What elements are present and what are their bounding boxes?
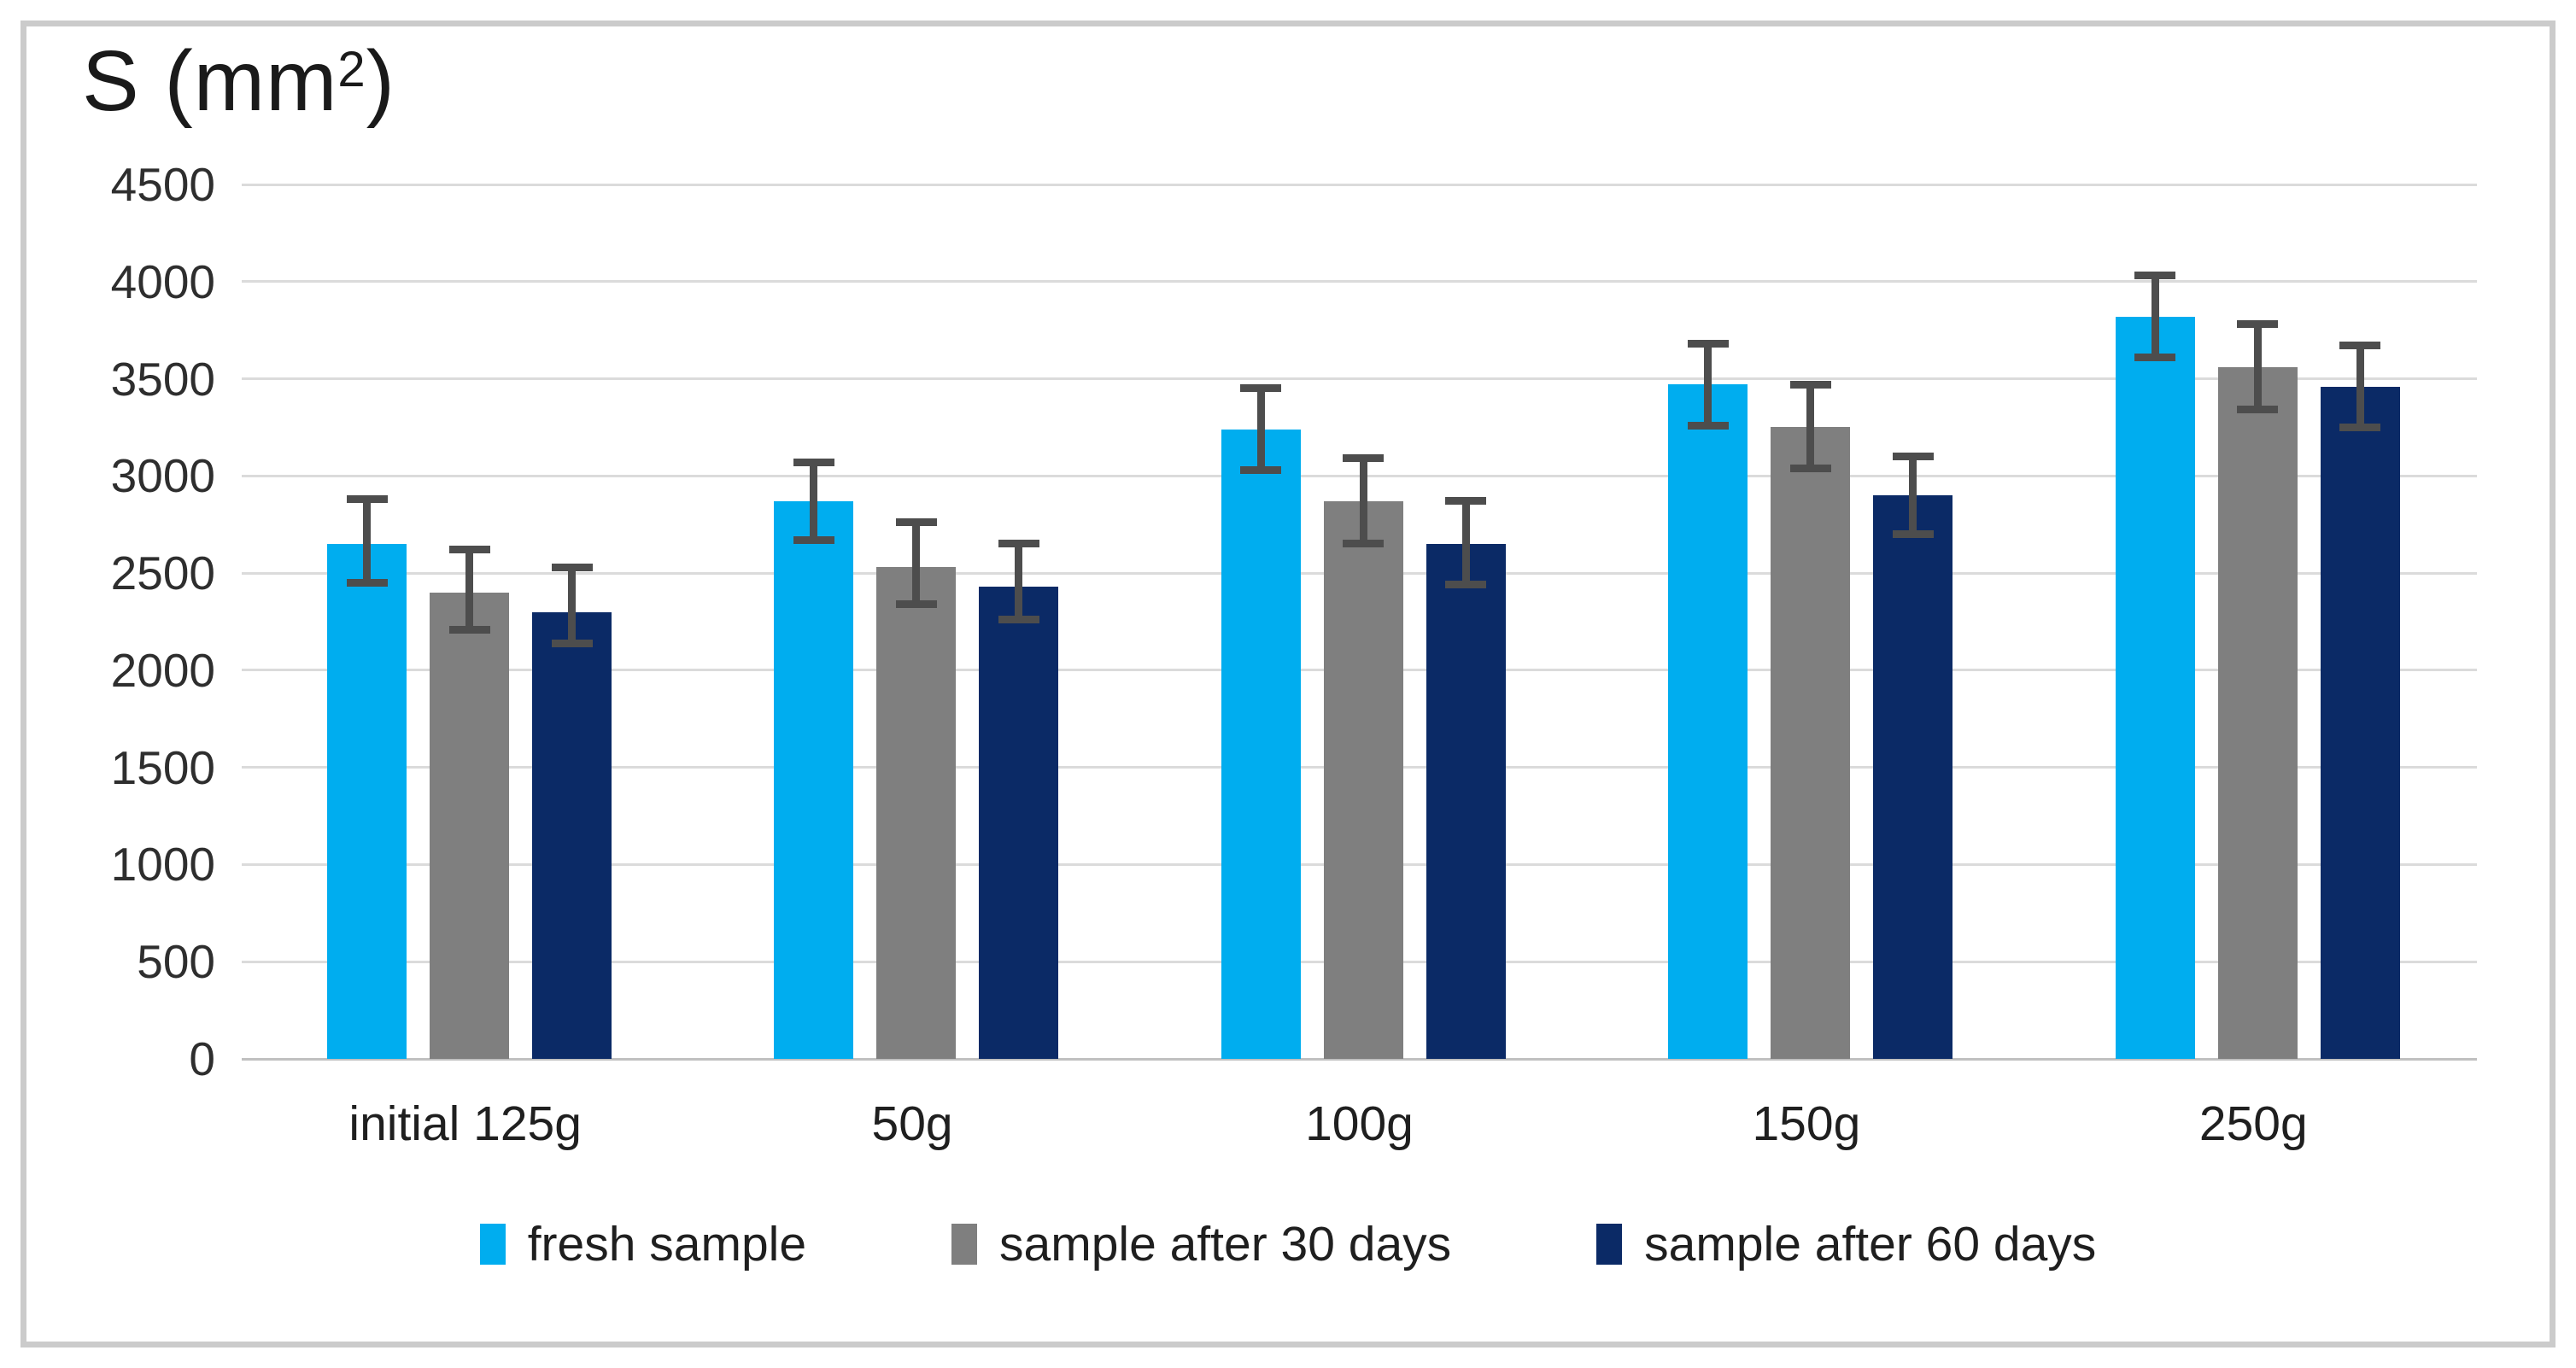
error-bar-cap-top: [793, 458, 834, 466]
error-bar-cap-top: [895, 518, 937, 527]
error-bar-line: [1256, 388, 1265, 471]
gridline: [242, 474, 2477, 477]
x-axis-category-label: 250g: [2198, 1096, 2308, 1151]
bar-sample-after-30-days-150g: [1771, 427, 1851, 1059]
x-axis-category-label: 100g: [1305, 1096, 1414, 1151]
error-bar-cap-top: [1445, 497, 1487, 506]
legend-swatch-sample-after-60-days: [1596, 1224, 1623, 1265]
error-bar-cap-bottom: [1445, 581, 1487, 589]
y-axis-title-text: S (mm: [82, 33, 338, 129]
bar-fresh-sample-100g: [1221, 429, 1301, 1059]
bar-fresh-sample-150g: [1668, 384, 1748, 1059]
y-axis-tick-label: 2000: [110, 643, 215, 697]
y-axis-tick-label: 4500: [110, 158, 215, 211]
x-axis-category-label: initial 125g: [348, 1096, 582, 1151]
error-bar-line: [2253, 324, 2262, 410]
error-bar-line: [1806, 384, 1815, 469]
legend-label: sample after 60 days: [1644, 1217, 2097, 1272]
error-bar-cap-top: [1789, 380, 1831, 389]
y-axis-tick-label: 3500: [110, 352, 215, 406]
y-axis-tick-label: 500: [137, 935, 215, 989]
y-axis-tick-label: 1000: [110, 838, 215, 892]
gridline: [242, 280, 2477, 284]
error-bar-cap-bottom: [1789, 464, 1831, 472]
error-bar-cap-top: [1343, 454, 1385, 463]
legend-swatch-fresh-sample: [479, 1224, 506, 1265]
error-bar-cap-top: [346, 495, 388, 504]
error-bar-line: [568, 567, 576, 644]
error-bar-cap-bottom: [551, 639, 593, 647]
error-bar-line: [1015, 543, 1023, 620]
x-axis-line: [242, 1057, 2477, 1061]
legend-swatch-sample-after-30-days: [951, 1224, 978, 1265]
error-bar-cap-top: [551, 563, 593, 571]
error-bar-line: [363, 499, 371, 583]
gridline: [242, 377, 2477, 381]
error-bar-cap-bottom: [2134, 354, 2176, 362]
bar-sample-after-60-days-100g: [1426, 543, 1506, 1059]
bar-sample-after-30-days-initial-125g: [430, 592, 509, 1059]
bar-sample-after-30-days-50g: [876, 567, 957, 1059]
gridline: [242, 183, 2477, 186]
bar-sample-after-60-days-250g: [2320, 386, 2400, 1059]
y-axis-tick-label: 4000: [110, 254, 215, 308]
y-axis-tick-label: 3000: [110, 449, 215, 503]
y-axis-title-close: ): [366, 33, 395, 129]
error-bar-line: [2151, 275, 2159, 358]
y-axis-title: S (mm2): [82, 32, 395, 131]
y-axis-tick-label: 2500: [110, 547, 215, 600]
error-bar-cap-bottom: [1240, 466, 1282, 474]
error-bar-line: [1909, 456, 1917, 535]
error-bar-cap-top: [1892, 453, 1934, 461]
error-bar-cap-top: [2134, 272, 2176, 280]
legend: fresh sample sample after 30 days sample a…: [0, 1216, 2576, 1272]
error-bar-line: [2356, 345, 2364, 428]
error-bar-cap-bottom: [895, 600, 937, 609]
bar-sample-after-30-days-250g: [2217, 366, 2298, 1059]
error-bar-line: [1461, 500, 1470, 585]
legend-item-sample-after-30-days: sample after 30 days: [951, 1216, 1451, 1272]
bar-sample-after-60-days-50g: [979, 587, 1059, 1059]
error-bar-cap-top: [2237, 320, 2279, 329]
error-bar-line: [810, 462, 818, 541]
error-bar-cap-top: [2339, 342, 2381, 350]
error-bar-cap-bottom: [1343, 540, 1385, 548]
error-bar-cap-bottom: [793, 535, 834, 544]
error-bar-cap-top: [998, 540, 1039, 548]
error-bar-cap-bottom: [998, 616, 1039, 624]
legend-item-fresh-sample: fresh sample: [479, 1216, 807, 1272]
x-axis-category-label: 150g: [1752, 1096, 1861, 1151]
error-bar-cap-bottom: [2339, 423, 2381, 431]
bar-fresh-sample-initial-125g: [327, 543, 407, 1059]
bar-sample-after-30-days-100g: [1323, 500, 1403, 1059]
error-bar-cap-bottom: [448, 625, 490, 634]
error-bar-line: [1359, 458, 1367, 544]
error-bar-line: [912, 522, 921, 605]
error-bar-cap-bottom: [1892, 530, 1934, 539]
bar-sample-after-60-days-150g: [1873, 495, 1953, 1059]
error-bar-cap-bottom: [2237, 406, 2279, 414]
legend-label: sample after 30 days: [999, 1217, 1452, 1272]
y-axis-tick-label: 1500: [110, 740, 215, 794]
bar-fresh-sample-250g: [2115, 316, 2195, 1059]
error-bar-cap-top: [448, 546, 490, 554]
error-bar-cap-bottom: [1687, 421, 1729, 430]
legend-label: fresh sample: [527, 1217, 807, 1272]
error-bar-line: [1704, 343, 1712, 426]
bar-sample-after-60-days-initial-125g: [532, 611, 612, 1059]
bar-fresh-sample-50g: [774, 500, 854, 1059]
error-bar-cap-bottom: [346, 578, 388, 587]
error-bar-line: [465, 549, 473, 630]
error-bar-cap-top: [1240, 384, 1282, 393]
y-axis-title-superscript: 2: [337, 42, 366, 97]
y-axis-tick-label: 0: [189, 1032, 215, 1085]
error-bar-cap-top: [1687, 340, 1729, 348]
x-axis-category-label: 50g: [871, 1096, 953, 1151]
legend-item-sample-after-60-days: sample after 60 days: [1596, 1216, 2096, 1272]
